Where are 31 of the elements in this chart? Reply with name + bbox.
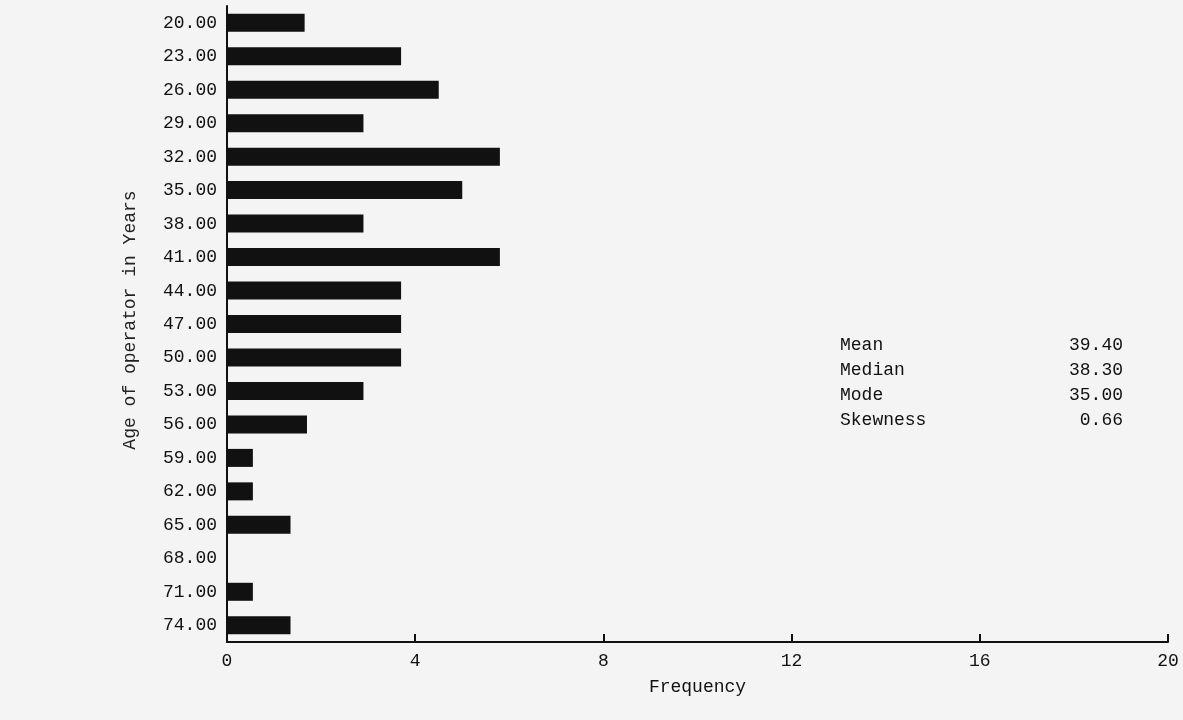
y-tick-label: 59.00 — [162, 447, 217, 468]
y-tick-label: 20.00 — [162, 12, 217, 33]
text: Skewness 0.66 — [840, 410, 1124, 430]
x-tick-label: 0 — [221, 651, 233, 671]
x-tick-label: 16 — [969, 651, 991, 671]
y-tick-label: 26.00 — [162, 79, 217, 100]
text: Mode 35.00 — [840, 385, 1124, 405]
y-tick-label: 62.00 — [162, 481, 217, 502]
y-tick-label: 68.00 — [162, 548, 217, 569]
y-tick-label: 41.00 — [162, 247, 217, 268]
x-tick-label: 12 — [780, 651, 803, 671]
y-tick-label: 32.00 — [162, 146, 217, 167]
text: Mean 39.40 — [840, 335, 1124, 355]
y-tick-label: 74.00 — [162, 615, 217, 636]
y-tick-label: 53.00 — [162, 380, 217, 401]
y-tick-label: 23.00 — [162, 46, 217, 67]
y-tick-label: 65.00 — [162, 514, 217, 535]
x-tick-label: 8 — [597, 651, 609, 671]
y-tick-label: 71.00 — [162, 581, 217, 602]
y-tick-label: 38.00 — [162, 213, 217, 234]
y-axis-title: Age of operator in Years — [120, 190, 140, 450]
x-tick-label: 20 — [1157, 651, 1179, 671]
y-tick-label: 29.00 — [162, 113, 217, 134]
text: Median 38.30 — [840, 360, 1124, 380]
y-tick-label: 35.00 — [162, 180, 217, 201]
x-axis-title: Frequency — [648, 677, 747, 697]
y-tick-label: 56.00 — [162, 414, 217, 435]
x-tick-label: 4 — [409, 651, 421, 671]
y-tick-label: 44.00 — [162, 280, 217, 301]
y-tick-label: 50.00 — [162, 347, 217, 368]
y-tick-label: 47.00 — [162, 314, 217, 334]
